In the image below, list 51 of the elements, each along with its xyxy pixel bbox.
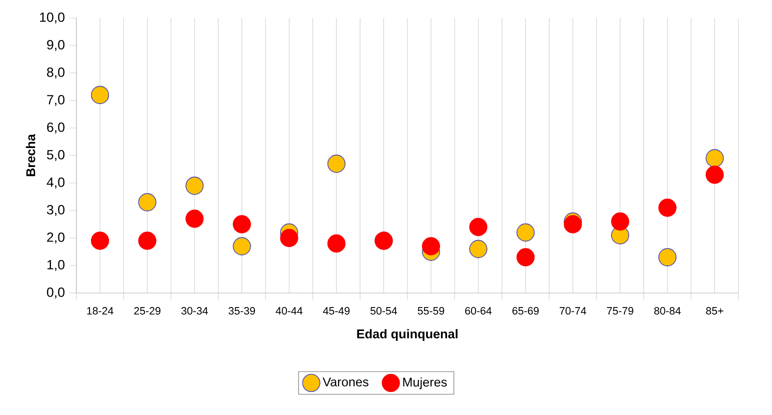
point: [90, 232, 110, 250]
x-tick-label: 50-54: [370, 307, 398, 315]
point: [422, 237, 440, 256]
y-tick-label: 7,0: [47, 95, 64, 106]
point: [138, 193, 156, 212]
x-tick-label: 30-34: [181, 307, 208, 315]
point: [232, 237, 251, 256]
x-tick-label: 65-69: [512, 307, 539, 315]
x-tick-label: 85+: [706, 307, 724, 315]
point: [232, 215, 251, 234]
point: [327, 234, 346, 253]
point: [658, 198, 676, 217]
point: [706, 149, 724, 168]
x-tick-label: 55-59: [418, 307, 444, 315]
y-tick-label: 9,0: [47, 40, 64, 52]
y-tick-label: 2,0: [47, 232, 64, 244]
x-tick-label: 18-24: [87, 307, 114, 315]
point: [469, 218, 488, 236]
y-tick-label: 8,0: [47, 67, 64, 79]
point: [706, 166, 724, 184]
y-tick-label: 4,0: [46, 177, 64, 189]
point: [90, 86, 110, 104]
point: [516, 248, 535, 266]
y-tick-label: 6,0: [47, 122, 64, 134]
point: [138, 232, 156, 250]
point: [611, 212, 630, 231]
point: [658, 248, 676, 266]
x-axis-title: Edad quinquenal: [357, 329, 458, 341]
point: [469, 240, 488, 258]
point: [280, 228, 298, 248]
x-tick-label: 45-49: [323, 307, 350, 315]
point: [186, 176, 204, 195]
legend-label: Varones: [322, 378, 368, 386]
point: [516, 223, 535, 242]
point: [564, 215, 582, 234]
y-tick-label: 5,0: [46, 150, 64, 162]
y-axis-title: Brecha: [26, 134, 36, 176]
x-tick-label: 60-64: [465, 307, 492, 315]
x-tick-label: 80-84: [654, 307, 681, 315]
x-tick-label: 40-44: [276, 307, 302, 315]
y-tick-label: 3,0: [46, 204, 64, 216]
point: [186, 210, 204, 228]
point: [327, 154, 346, 173]
y-tick-label: 10,0: [40, 12, 64, 24]
x-tick-label: 35-39: [228, 307, 255, 315]
x-tick-label: 25-29: [134, 307, 160, 315]
x-tick-label: 75-79: [607, 307, 634, 315]
x-tick-label: 70-74: [560, 307, 586, 315]
y-tick-label: 1,0: [47, 260, 64, 272]
legend-label: Mujeres: [403, 377, 447, 390]
y-tick-label: 0,0: [46, 288, 64, 299]
